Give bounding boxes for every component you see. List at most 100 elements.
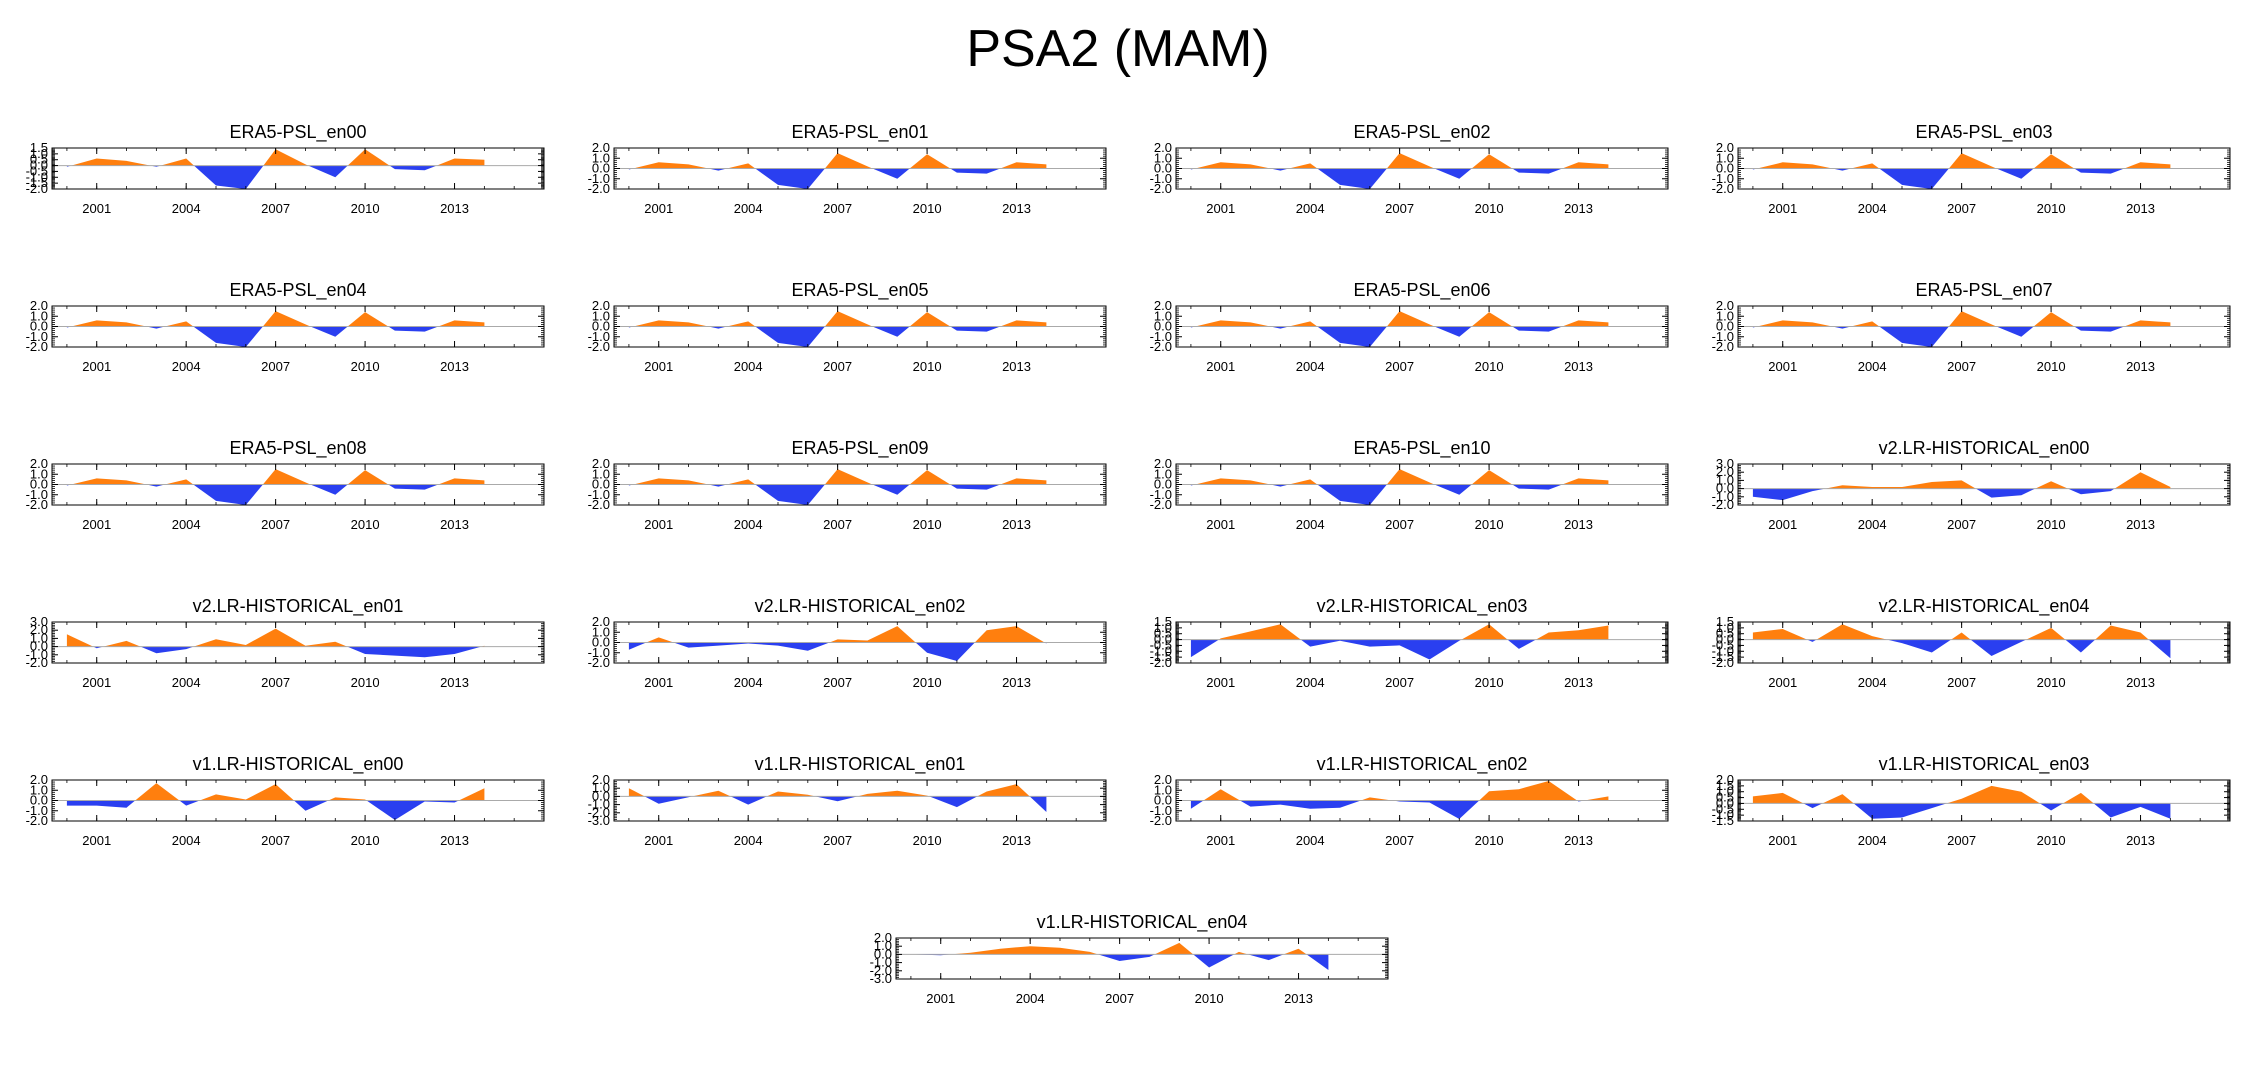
x-tick-label: 2004 bbox=[172, 359, 201, 374]
positive-anomaly-area bbox=[438, 320, 485, 327]
x-tick-label: 2010 bbox=[1475, 675, 1504, 690]
y-tick-label: -2.0 bbox=[26, 813, 48, 828]
x-tick-label: 2013 bbox=[1564, 201, 1593, 216]
positive-anomaly-area bbox=[1850, 321, 1880, 327]
x-tick-label: 2004 bbox=[1296, 517, 1325, 532]
positive-anomaly-area bbox=[628, 788, 645, 797]
x-tick-label: 2010 bbox=[1475, 517, 1504, 532]
negative-anomaly-area bbox=[366, 800, 459, 820]
x-tick-label: 2001 bbox=[644, 675, 673, 690]
panel-title: ERA5-PSL_en00 bbox=[229, 122, 366, 143]
positive-anomaly-area bbox=[1195, 162, 1271, 169]
positive-anomaly-area bbox=[829, 626, 916, 643]
x-tick-label: 2004 bbox=[734, 675, 763, 690]
y-tick-label: -2.0 bbox=[26, 339, 48, 354]
panel-title: ERA5-PSL_en05 bbox=[791, 280, 928, 301]
y-tick-label: -2.0 bbox=[588, 655, 610, 670]
negative-anomaly-area bbox=[1392, 800, 1480, 819]
y-tick-label: 1.0 bbox=[30, 308, 48, 323]
positive-anomaly-area bbox=[1360, 797, 1393, 801]
positive-anomaly-area bbox=[1288, 163, 1318, 169]
y-tick-label: 1.0 bbox=[30, 146, 48, 161]
panel-1: ERA5-PSL_en00 1.51.00.50.0-0.5-1.0-1.5-2.… bbox=[26, 122, 545, 216]
x-tick-label: 2007 bbox=[1947, 359, 1976, 374]
negative-anomaly-area bbox=[66, 800, 136, 808]
positive-anomaly-area bbox=[2095, 625, 2149, 640]
x-tick-label: 2007 bbox=[1385, 517, 1414, 532]
y-tick-label: 1.0 bbox=[874, 938, 892, 953]
x-tick-label: 2013 bbox=[440, 359, 469, 374]
x-tick-label: 2004 bbox=[172, 201, 201, 216]
negative-anomaly-area bbox=[388, 484, 439, 490]
negative-anomaly-area bbox=[1879, 168, 1949, 189]
y-tick-label: 2.0 bbox=[592, 614, 610, 629]
negative-anomaly-area bbox=[2067, 488, 2115, 495]
x-tick-label: 2010 bbox=[351, 833, 380, 848]
y-tick-label: 2.0 bbox=[1716, 772, 1734, 787]
positive-anomaly-area bbox=[1951, 632, 1971, 640]
positive-anomaly-area bbox=[1234, 951, 1248, 955]
y-tick-label: 0.0 bbox=[592, 161, 610, 176]
y-tick-label: 0.0 bbox=[1716, 795, 1734, 810]
y-tick-label: 2.0 bbox=[1154, 456, 1172, 471]
negative-anomaly-area bbox=[1803, 803, 1823, 809]
panel-title: v1.LR-HISTORICAL_en00 bbox=[193, 754, 404, 775]
positive-anomaly-area bbox=[824, 153, 873, 169]
panel-14: v2.LR-HISTORICAL_en02 2.01.00.0-1.0-2.0 20… bbox=[588, 596, 1107, 690]
x-tick-label: 2010 bbox=[1475, 359, 1504, 374]
x-tick-label: 2007 bbox=[1947, 517, 1976, 532]
negative-anomaly-area bbox=[673, 642, 830, 651]
positive-anomaly-area bbox=[2124, 320, 2171, 327]
positive-anomaly-area bbox=[2026, 627, 2066, 640]
negative-anomaly-area bbox=[1996, 326, 2034, 337]
y-tick-label: -2.0 bbox=[1712, 497, 1734, 512]
y-tick-label: -2.0 bbox=[588, 339, 610, 354]
positive-anomaly-area bbox=[1000, 162, 1047, 169]
x-tick-label: 2007 bbox=[823, 201, 852, 216]
x-tick-label: 2010 bbox=[1475, 833, 1504, 848]
y-tick-label: -1.0 bbox=[1712, 489, 1734, 504]
panel-title: v2.LR-HISTORICAL_en03 bbox=[1317, 596, 1528, 617]
y-tick-label: 0.0 bbox=[1154, 319, 1172, 334]
y-tick-label: -2.0 bbox=[1150, 497, 1172, 512]
y-tick-label: 1.0 bbox=[1716, 308, 1734, 323]
panel-16: v2.LR-HISTORICAL_en04 1.51.00.50.0-0.5-1.… bbox=[1712, 596, 2231, 690]
x-tick-label: 2013 bbox=[1002, 359, 1031, 374]
x-tick-label: 2007 bbox=[823, 517, 852, 532]
positive-anomaly-area bbox=[1757, 162, 1833, 169]
negative-anomaly-area bbox=[193, 484, 263, 505]
y-tick-label: 0.0 bbox=[874, 946, 892, 961]
x-tick-label: 2013 bbox=[440, 201, 469, 216]
x-tick-label: 2007 bbox=[261, 201, 290, 216]
x-tick-label: 2007 bbox=[1947, 833, 1976, 848]
y-tick-label: 0.0 bbox=[30, 639, 48, 654]
positive-anomaly-area bbox=[1000, 320, 1047, 327]
panel-title: v2.LR-HISTORICAL_en00 bbox=[1879, 438, 2090, 459]
positive-anomaly-area bbox=[633, 162, 709, 169]
negative-anomaly-area bbox=[950, 168, 1001, 174]
positive-anomaly-area bbox=[199, 784, 294, 801]
y-tick-label: -0.5 bbox=[1150, 637, 1172, 652]
y-tick-label: -2.0 bbox=[1150, 813, 1172, 828]
negative-anomaly-area bbox=[1853, 803, 1947, 819]
positive-anomaly-area bbox=[1195, 478, 1271, 485]
panel-title: ERA5-PSL_en10 bbox=[1353, 438, 1490, 459]
positive-anomaly-area bbox=[1471, 312, 1513, 327]
x-tick-label: 2004 bbox=[1296, 359, 1325, 374]
negative-anomaly-area bbox=[872, 168, 910, 179]
x-tick-label: 2001 bbox=[1206, 833, 1235, 848]
y-tick-label: -2.0 bbox=[1150, 339, 1172, 354]
negative-anomaly-area bbox=[708, 326, 727, 329]
panel-11: ERA5-PSL_en10 2.01.00.0-1.0-2.0 2001 2004 20… bbox=[1150, 438, 1669, 532]
panel-title: v2.LR-HISTORICAL_en02 bbox=[755, 596, 966, 617]
y-tick-label: 1.5 bbox=[1154, 614, 1172, 629]
axes-frame bbox=[895, 937, 1389, 980]
y-tick-label: 0.5 bbox=[1716, 626, 1734, 641]
x-tick-label: 2001 bbox=[1768, 517, 1797, 532]
x-tick-label: 2013 bbox=[1284, 991, 1313, 1006]
negative-anomaly-area bbox=[644, 796, 693, 804]
negative-anomaly-area bbox=[347, 646, 482, 658]
axes-frame bbox=[1737, 779, 2231, 822]
positive-anomaly-area bbox=[1850, 163, 1880, 169]
y-tick-label: 3.0 bbox=[30, 614, 48, 629]
